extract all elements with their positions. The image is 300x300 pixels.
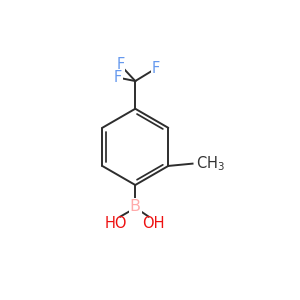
Text: F: F [152,61,160,76]
Text: CH$_3$: CH$_3$ [196,154,225,173]
Text: B: B [130,200,141,214]
Text: OH: OH [142,216,164,231]
Text: F: F [114,70,122,85]
Text: HO: HO [104,216,127,231]
Text: F: F [116,57,124,72]
